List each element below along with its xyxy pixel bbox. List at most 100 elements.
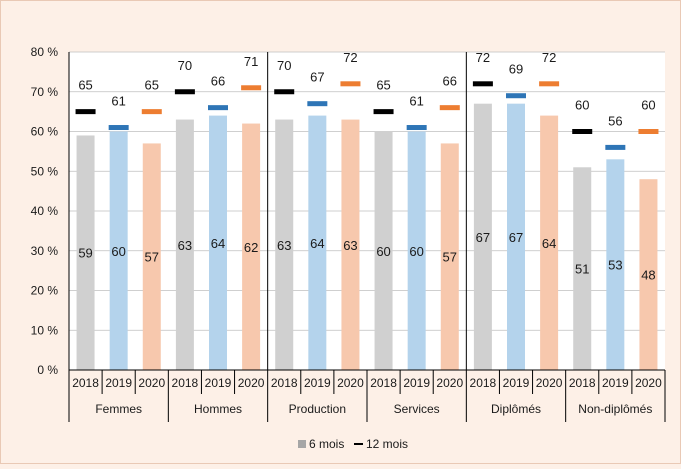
dash-12-mois [572,129,593,134]
x-year-label: 2019 [304,376,331,390]
dash-12-mois [506,93,526,99]
x-year-label: 2019 [105,376,132,390]
y-tick-label: 10 % [31,323,59,337]
x-year-label: 2020 [436,376,463,390]
dash-value-label: 65 [78,78,92,93]
y-tick-label: 20 % [31,284,59,298]
bar-6-mois [540,115,559,370]
bar-value-label: 48 [641,268,655,283]
bar-value-label: 53 [608,258,622,273]
dash-12-mois [605,144,626,150]
x-group-label: Non-diplômés [578,402,652,416]
dash-12-mois [108,125,129,131]
x-year-label: 2018 [72,376,99,390]
x-year-label: 2018 [370,376,397,390]
bar-value-label: 64 [310,236,324,251]
dash-value-label: 60 [575,98,589,113]
dash-value-label: 72 [476,50,490,65]
bar-value-label: 63 [178,238,192,253]
x-year-label: 2019 [403,376,430,390]
y-tick-label: 40 % [31,204,59,218]
x-year-label: 2020 [635,376,662,390]
bar-6-mois [573,167,592,370]
bar-value-label: 60 [376,244,390,259]
x-group-label: Production [289,402,346,416]
dash-value-label: 70 [178,58,192,73]
x-group-label: Hommes [194,402,242,416]
x-year-label: 2019 [205,376,232,390]
bar-6-mois [507,103,525,371]
bar-value-label: 60 [111,244,125,259]
dash-12-mois [141,109,162,115]
bar-value-label: 59 [78,246,92,261]
bar-6-mois [407,131,426,370]
dash-12-mois [539,81,560,87]
dash-value-label: 56 [608,113,622,128]
x-year-label: 2018 [271,376,298,390]
bar-value-label: 67 [509,230,523,245]
x-year-label: 2020 [238,376,265,390]
x-year-label: 2018 [569,376,596,390]
x-year-label: 2019 [602,376,629,390]
y-tick-label: 30 % [31,244,59,258]
dash-value-label: 65 [145,78,159,93]
bar-6-mois [440,143,459,370]
x-year-label: 2020 [138,376,165,390]
y-tick-label: 50 % [31,164,59,178]
dash-12-mois [472,81,493,87]
legend-label-6-mois: 6 mois [309,437,344,451]
bar-6-mois [606,159,625,370]
bar-value-label: 67 [476,230,490,245]
dash-12-mois [174,89,195,95]
dash-12-mois [208,105,228,111]
dash-12-mois [340,81,361,87]
dash-value-label: 66 [211,74,225,89]
dash-value-label: 72 [542,50,556,65]
bar-6-mois [308,115,327,370]
x-year-label: 2018 [470,376,497,390]
dash-12-mois [373,109,394,115]
y-tick-label: 0 % [37,363,58,377]
x-year-label: 2018 [172,376,199,390]
bar-6-mois [374,131,393,370]
dash-value-label: 71 [244,54,258,69]
dash-12-mois [274,89,295,95]
bar-value-label: 51 [575,262,589,277]
dash-value-label: 72 [343,50,357,65]
x-year-label: 2020 [337,376,364,390]
dash-12-mois [307,101,328,107]
dash-12-mois [638,129,659,134]
dash-value-label: 67 [310,70,324,85]
y-tick-label: 80 % [31,45,59,59]
dash-value-label: 65 [376,78,390,93]
dash-value-label: 61 [111,94,125,109]
dash-value-label: 69 [509,62,523,77]
bar-value-label: 63 [277,238,291,253]
bar-6-mois [109,131,128,370]
bar-6-mois [341,119,360,370]
bar-value-label: 62 [244,240,258,255]
dash-value-label: 70 [277,58,291,73]
bar-value-label: 63 [343,238,357,253]
x-group-label: Diplômés [491,402,541,416]
bar-6-mois [275,119,294,370]
bar-6-mois [209,115,227,370]
x-group-label: Services [394,402,440,416]
x-group-label: Femmes [95,402,142,416]
bar-6-mois [142,143,161,370]
bar-6-mois [242,123,261,370]
dash-value-label: 66 [443,74,457,89]
x-year-label: 2020 [536,376,563,390]
bar-value-label: 60 [409,244,423,259]
bar-value-label: 64 [211,236,225,251]
dash-12-mois [406,125,427,131]
legend-swatch-6-mois [298,440,306,448]
bar-value-label: 57 [443,250,457,265]
dash-12-mois [75,109,96,115]
x-year-label: 2019 [503,376,530,390]
bar-6-mois [473,103,492,371]
bar-6-mois [175,119,194,370]
dash-12-mois [439,105,460,111]
